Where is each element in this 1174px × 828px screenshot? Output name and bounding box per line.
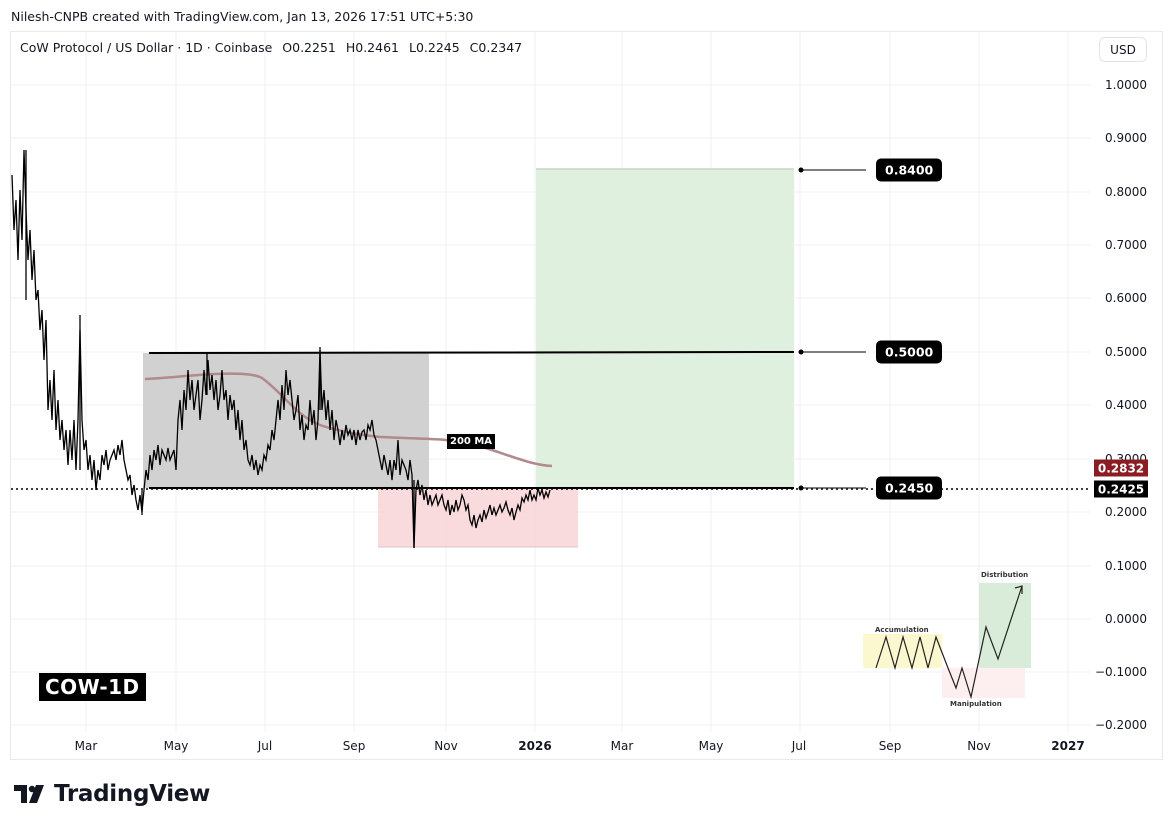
resistance-level-badge: 0.5000 <box>876 340 943 364</box>
level-connectors <box>801 169 866 489</box>
tradingview-logo-icon <box>14 785 44 803</box>
price-tick: 0.1000 <box>1105 559 1147 573</box>
price-wicks <box>25 150 415 548</box>
legend-open: O0.2251 <box>282 40 336 55</box>
time-tick: Sep <box>342 739 366 753</box>
time-tick: Jul <box>257 739 273 753</box>
resistance-line <box>148 351 795 354</box>
amd-inset-diagram <box>863 583 1031 700</box>
time-tick: 2026 <box>518 739 552 753</box>
price-tick: 0.4000 <box>1105 398 1147 412</box>
price-tick: −0.2000 <box>1094 718 1147 732</box>
accumulation-label: Accumulation <box>875 626 929 634</box>
time-tick: Jul <box>791 739 807 753</box>
brand-name: TradingView <box>54 781 211 807</box>
time-axis[interactable]: Mar May Jul Sep Nov 2026 Mar May Jul Sep… <box>10 732 1090 760</box>
price-axis[interactable]: 1.0000 0.9000 0.8000 0.7000 0.6000 0.500… <box>1090 31 1163 760</box>
tradingview-logo[interactable]: TradingView <box>14 781 210 807</box>
price-tick: 0.5000 <box>1105 345 1147 359</box>
time-tick: Nov <box>967 739 991 753</box>
currency-button[interactable]: USD <box>1099 37 1147 62</box>
chart-attribution: Nilesh-CNPB created with TradingView.com… <box>11 9 474 24</box>
distribution-label: Distribution <box>981 571 1029 579</box>
symbol-label: COW-1D <box>39 673 146 701</box>
time-tick: May <box>163 739 189 753</box>
price-line <box>11 149 551 549</box>
price-tick: 0.7000 <box>1105 238 1147 252</box>
price-tick: −0.1000 <box>1094 665 1147 679</box>
price-tick: 1.0000 <box>1105 78 1147 92</box>
ma-200-label: 200 MA <box>447 434 496 449</box>
time-tick: 2027 <box>1051 739 1085 753</box>
time-tick: Sep <box>878 739 902 753</box>
legend-low: L0.2245 <box>408 40 460 55</box>
price-tick: 0.6000 <box>1105 291 1147 305</box>
price-tick: 0.0000 <box>1105 612 1147 626</box>
time-tick: Nov <box>434 739 458 753</box>
time-tick: Mar <box>74 739 98 753</box>
legend-close: C0.2347 <box>469 40 523 55</box>
price-tick: 0.8000 <box>1105 185 1147 199</box>
price-tick: 0.9000 <box>1105 131 1147 145</box>
support-level-badge: 0.2450 <box>876 476 943 500</box>
time-tick: May <box>698 739 724 753</box>
legend-high: H0.2461 <box>345 40 399 55</box>
ma-price-tag: 0.2832 <box>1094 459 1148 477</box>
chart-legend: CoW Protocol / US Dollar · 1D · Coinbase… <box>20 40 528 55</box>
chart-frame[interactable] <box>10 31 1163 760</box>
legend-symbol: CoW Protocol / US Dollar · 1D · Coinbase <box>20 40 273 55</box>
time-tick: Mar <box>610 739 634 753</box>
target-level-badge: 0.8400 <box>876 158 943 182</box>
last-price-tag: 0.2425 <box>1094 480 1148 498</box>
target-box <box>536 169 794 488</box>
price-tick: 0.2000 <box>1105 505 1147 519</box>
manipulation-label: Manipulation <box>950 700 1002 708</box>
